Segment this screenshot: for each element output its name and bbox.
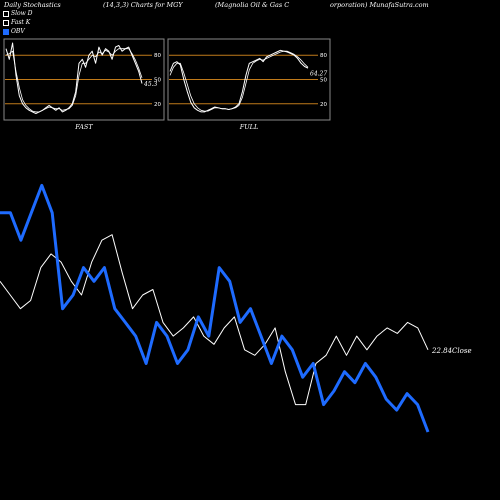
fast-series-slow-d (5, 48, 143, 113)
chart-title-company: (Magnolia Oil & Gas C (215, 1, 290, 9)
fast-last-value-label: 45.3 (143, 81, 158, 88)
fast-panel-label: FAST (74, 123, 93, 131)
legend-item-slow-d: Slow D (3, 10, 33, 17)
close-value-label: 22.84Close (431, 347, 472, 355)
fast-ytick-label: 80 (154, 53, 161, 59)
legend-swatch (3, 19, 9, 26)
legend-label: Fast K (11, 19, 31, 26)
full-panel-label: FULL (239, 123, 259, 131)
legend-swatch (3, 28, 9, 35)
full-ytick-label: 80 (320, 53, 327, 59)
chart-title-site: orporation) MunafaSutra.com (330, 1, 429, 9)
chart-title-left: Daily Stochastics (4, 1, 61, 9)
fast-ytick-label: 50 (154, 78, 161, 84)
close-price-line (0, 234, 429, 406)
legend-item-fast-k: Fast K (3, 19, 30, 26)
full-ytick-label: 50 (320, 78, 327, 84)
legend-label: Slow D (11, 10, 33, 17)
fast-series-fast-k (5, 42, 143, 114)
legend-swatch (3, 10, 9, 17)
legend-item-obv: OBV (3, 28, 25, 35)
chart-title-mid: (14,3,3) Charts for MGY (103, 1, 183, 9)
full-last-value-label: 64.27 (310, 70, 327, 77)
full-series-full-d (169, 50, 309, 112)
obv-line (0, 183, 430, 433)
full-ytick-label: 20 (320, 102, 327, 108)
fast-ytick-label: 20 (154, 102, 161, 108)
legend-label: OBV (11, 28, 25, 35)
